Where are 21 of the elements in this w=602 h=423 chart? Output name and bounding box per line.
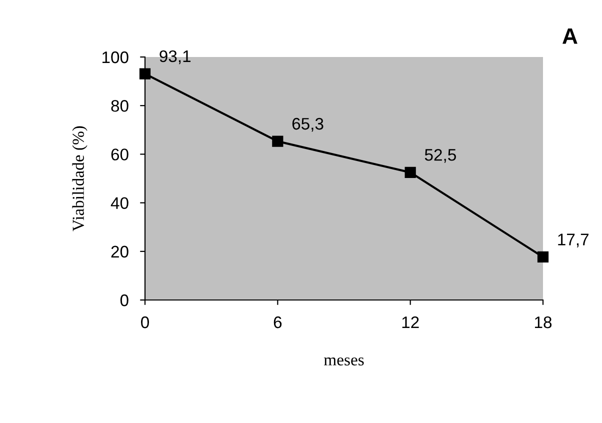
point (404, 166, 416, 178)
text: A (562, 28, 578, 44)
point (139, 68, 151, 80)
x-axis-title: meses (324, 357, 364, 366)
point (272, 136, 284, 147)
x-tick-label: 6 (274, 316, 282, 328)
data-label: 93,1 (160, 50, 191, 64)
y-tick-label: 60 (111, 148, 128, 160)
data-label: 52,5 (424, 148, 456, 163)
y-tick-label: 0 (120, 294, 128, 306)
y-tick-label: 40 (110, 197, 128, 210)
x-tick-label: 12 (402, 316, 419, 328)
x-tick-label: 18 (535, 316, 552, 328)
data-label: 17,7 (558, 234, 588, 248)
y-axis-title: Viabilidade (%) (72, 126, 88, 232)
data-label: 65,3 (292, 118, 324, 132)
y-tick-label: 80 (111, 100, 128, 112)
y-tick-label: 20 (111, 246, 128, 258)
x-tick-label: 0 (141, 316, 149, 328)
point (537, 251, 549, 263)
y-tick-label: 100 (102, 51, 128, 64)
